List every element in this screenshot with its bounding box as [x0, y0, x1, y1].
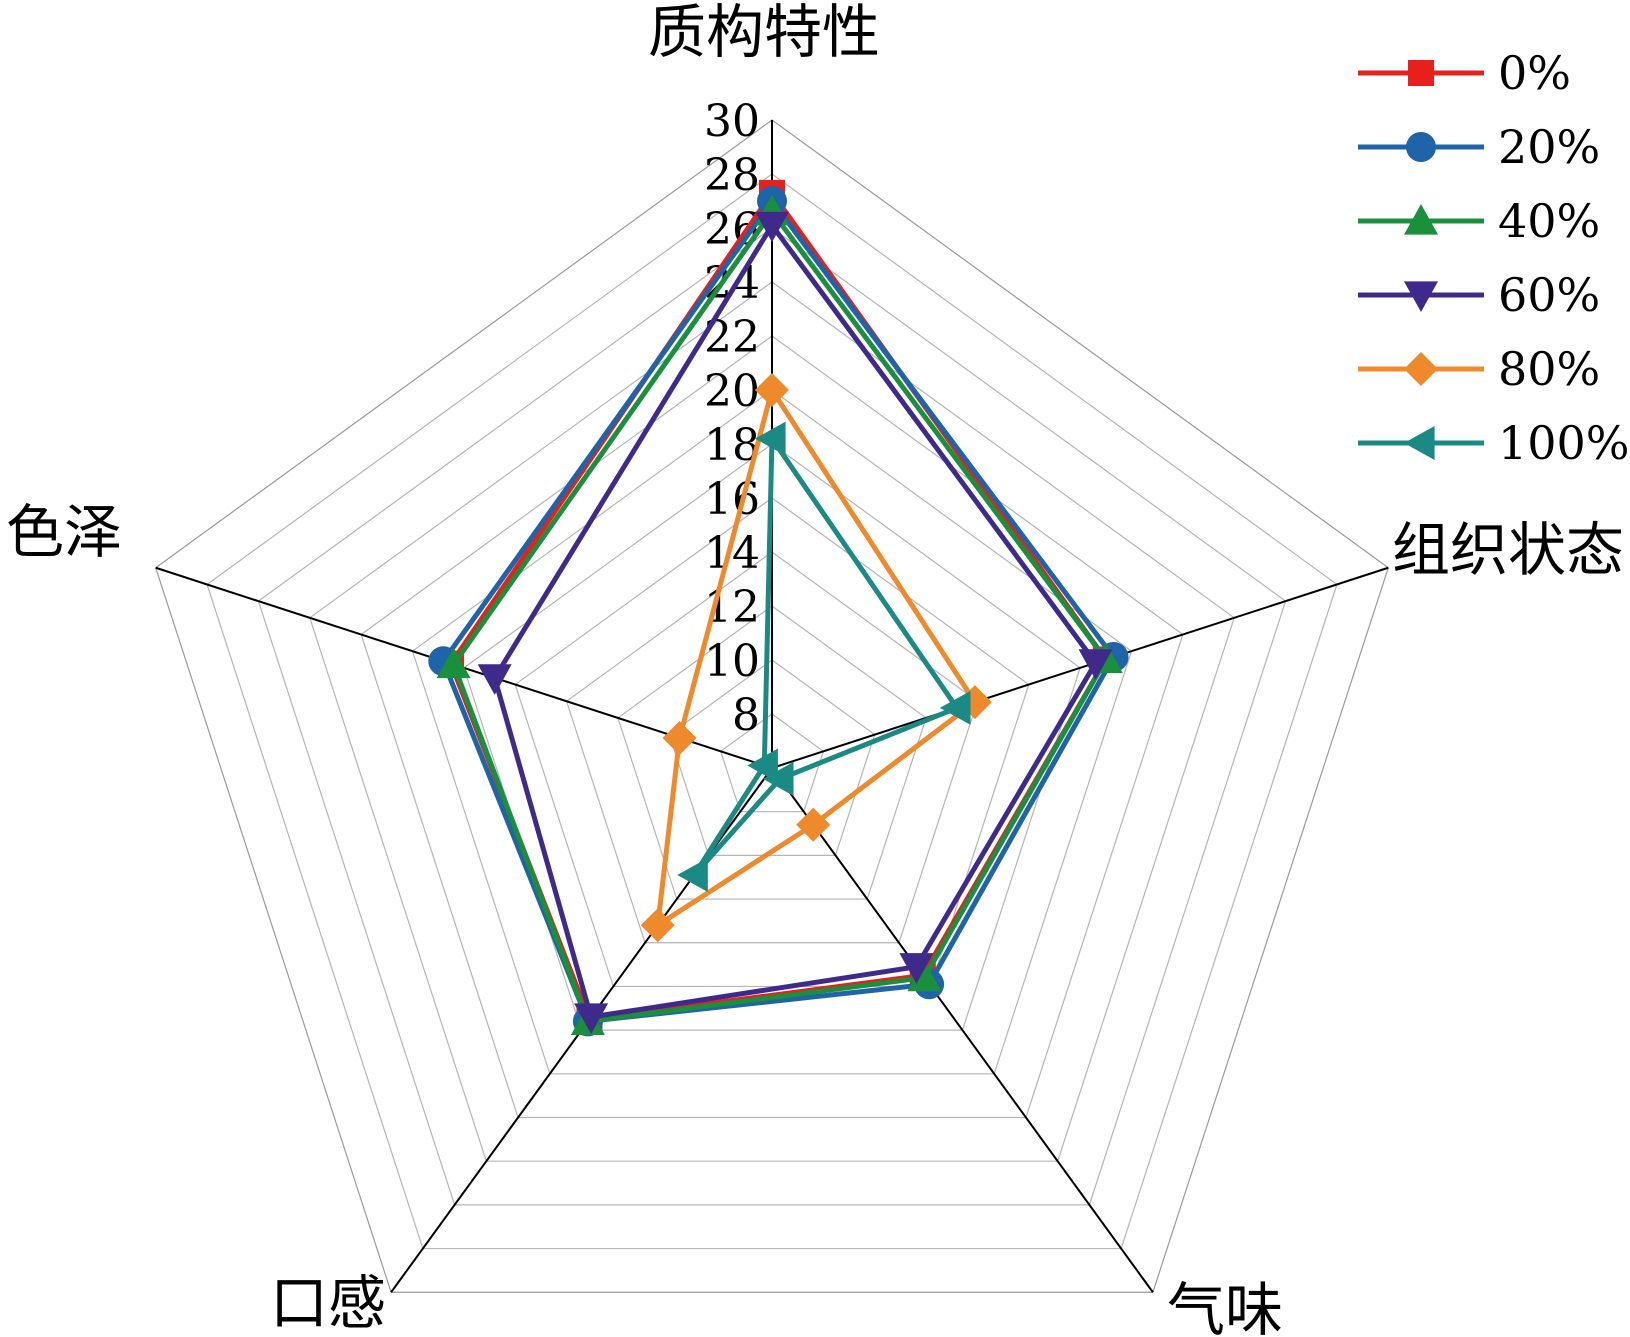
- axis-label: 色泽: [6, 498, 122, 566]
- legend-label: 80%: [1498, 342, 1600, 396]
- data-point-marker: [939, 690, 971, 725]
- legend-label: 20%: [1498, 120, 1600, 174]
- data-point-marker: [574, 1003, 609, 1035]
- series-group: [677, 421, 971, 893]
- axis-label: 气味: [1167, 1276, 1283, 1337]
- legend-label: 60%: [1498, 268, 1600, 322]
- grid-ring: [565, 551, 979, 944]
- data-point-marker: [1078, 649, 1113, 680]
- axis-spoke: [771, 566, 1389, 769]
- data-point-marker: [1404, 204, 1438, 235]
- legend-item: 80%: [1358, 342, 1600, 396]
- legend: 0% 20% 40% 60% 80% 100%: [1358, 46, 1630, 470]
- grid-ring: [617, 605, 927, 900]
- grid-ring: [206, 173, 1338, 1250]
- legend-label: 0%: [1498, 46, 1571, 100]
- series-line: [451, 209, 1109, 1024]
- data-point-marker: [677, 858, 708, 893]
- axis-label: 质构特性: [648, 0, 880, 66]
- grid-ring: [360, 335, 1184, 1119]
- radial-tick-label: 16: [704, 474, 760, 525]
- series-group: [640, 373, 992, 943]
- legend-item: 20%: [1358, 120, 1600, 174]
- data-point-marker: [640, 908, 675, 943]
- radial-tick-label: 30: [704, 96, 760, 147]
- legend-item: 0%: [1358, 46, 1571, 100]
- data-point-marker: [1404, 281, 1438, 312]
- data-point-marker: [899, 953, 934, 984]
- data-point-marker: [436, 647, 471, 679]
- data-point-marker: [1408, 60, 1434, 86]
- data-point-marker: [907, 960, 942, 992]
- data-point-marker: [762, 761, 794, 796]
- legend-item: 60%: [1358, 268, 1600, 322]
- axis-spoke: [771, 767, 1154, 1293]
- data-series: [428, 179, 1129, 1037]
- grid-ring: [257, 227, 1287, 1206]
- legend-label: 40%: [1498, 194, 1600, 248]
- data-point-marker: [747, 748, 778, 783]
- axis-label: 组织状态: [1392, 516, 1624, 584]
- radial-tick-label: 10: [704, 636, 760, 687]
- axis-label: 口感: [270, 1269, 386, 1337]
- series-line: [655, 387, 978, 928]
- data-point-marker: [755, 211, 789, 243]
- grid-ring: [309, 281, 1235, 1162]
- grid-ring: [463, 443, 1081, 1031]
- series-group: [436, 194, 1123, 1035]
- series-group: [477, 211, 1113, 1035]
- data-point-marker: [1404, 352, 1438, 386]
- radial-tick-label: 28: [704, 150, 760, 201]
- grid-ring: [155, 119, 1389, 1293]
- grid-ring: [668, 659, 876, 856]
- series-line: [691, 436, 960, 878]
- data-point-marker: [662, 720, 697, 755]
- data-point-marker: [755, 373, 789, 407]
- series-line: [492, 222, 1099, 1020]
- radar-grid: [155, 119, 1389, 1293]
- grid-ring: [514, 497, 1030, 988]
- data-point-marker: [1404, 426, 1435, 460]
- series-line: [440, 198, 1117, 1024]
- data-point-marker: [755, 421, 786, 456]
- radial-tick-label: 8: [732, 690, 760, 741]
- legend-item: 100%: [1358, 416, 1630, 470]
- legend-label: 100%: [1498, 416, 1630, 470]
- radial-tick-label: 20: [704, 366, 760, 417]
- grid-ring: [719, 713, 825, 813]
- data-point-marker: [796, 807, 831, 842]
- legend-item: 40%: [1358, 194, 1600, 248]
- data-point-marker: [477, 664, 512, 695]
- data-point-marker: [1406, 132, 1436, 162]
